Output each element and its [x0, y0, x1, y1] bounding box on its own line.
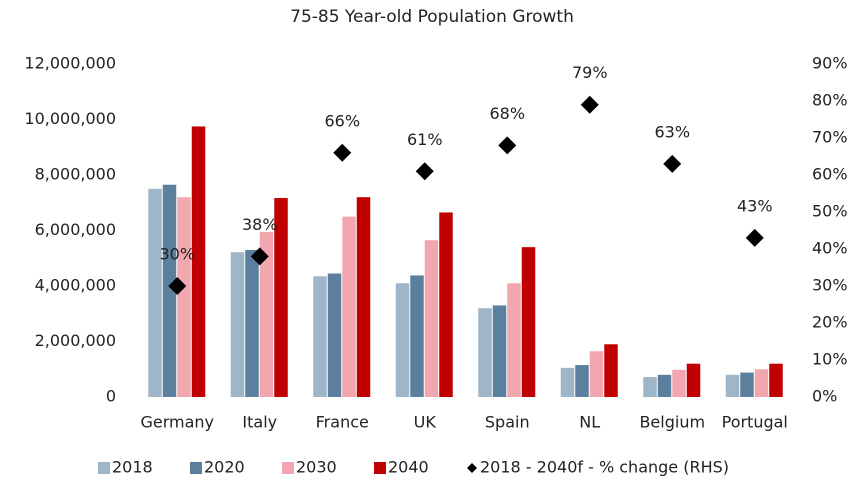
- bar: [410, 275, 424, 397]
- data-label: 66%: [324, 111, 360, 130]
- bar: [604, 344, 618, 397]
- data-label: 30%: [159, 245, 195, 264]
- bar: [356, 197, 371, 397]
- x-tick-label: NL: [579, 413, 600, 432]
- y2-tick-label: 10%: [812, 350, 848, 369]
- bar: [313, 276, 327, 397]
- data-label: 38%: [242, 215, 278, 234]
- bar: [424, 240, 439, 397]
- legend-label: 2040: [388, 458, 429, 477]
- x-tick-label: Spain: [485, 413, 530, 432]
- bar: [245, 249, 259, 397]
- bar: [395, 283, 410, 397]
- bar: [589, 351, 604, 397]
- y-tick-label: 4,000,000: [35, 276, 116, 295]
- bar: [769, 363, 783, 397]
- y-tick-label: 8,000,000: [35, 165, 116, 184]
- bar: [560, 367, 575, 397]
- y-tick-label: 2,000,000: [35, 331, 116, 350]
- y2-tick-label: 70%: [812, 128, 848, 147]
- y2-tick-label: 90%: [812, 54, 848, 73]
- bar: [342, 216, 356, 397]
- y2-tick-label: 0%: [812, 387, 837, 406]
- y-tick-label: 0: [106, 387, 116, 406]
- x-tick-label: Belgium: [639, 413, 705, 432]
- diamond-marker: [333, 143, 352, 162]
- data-label: 68%: [489, 104, 525, 123]
- bar: [507, 283, 521, 397]
- x-tick-label: France: [316, 413, 369, 432]
- bar: [643, 377, 657, 397]
- x-tick-label: Portugal: [722, 413, 788, 432]
- y-tick-label: 12,000,000: [24, 54, 116, 73]
- legend-label: 2030: [296, 458, 337, 477]
- data-label: 43%: [737, 196, 773, 215]
- bar: [274, 198, 288, 397]
- y2-tick-label: 20%: [812, 313, 848, 332]
- legend-swatch: [190, 462, 202, 474]
- x-tick-label: Italy: [242, 413, 277, 432]
- diamond-marker: [250, 247, 269, 266]
- bar: [162, 184, 177, 397]
- legend-swatch: [374, 462, 386, 474]
- bar: [327, 273, 342, 397]
- y2-tick-label: 50%: [812, 202, 848, 221]
- legend-label: 2018: [112, 458, 153, 477]
- x-tick-label: Germany: [140, 413, 214, 432]
- bar: [191, 126, 206, 397]
- bar: [177, 197, 191, 397]
- bar: [259, 231, 274, 397]
- bar: [686, 363, 701, 397]
- diamond-marker: [580, 95, 599, 114]
- bar: [575, 365, 589, 397]
- bar: [740, 372, 754, 397]
- data-label: 79%: [572, 63, 608, 82]
- diamond-marker: [168, 277, 187, 295]
- data-label: 61%: [407, 130, 443, 149]
- bar: [672, 369, 686, 397]
- y2-tick-label: 40%: [812, 239, 848, 258]
- data-label: 63%: [654, 122, 690, 141]
- legend-swatch: [98, 462, 110, 474]
- bar: [754, 369, 769, 397]
- diamond-marker: [498, 136, 517, 155]
- bar: [478, 308, 492, 397]
- bar: [230, 252, 245, 397]
- y-tick-label: 6,000,000: [35, 220, 116, 239]
- bar: [657, 374, 672, 397]
- legend-label: 2018 - 2040f - % change (RHS): [480, 458, 729, 477]
- legend-swatch: [282, 462, 294, 474]
- bar: [725, 374, 740, 397]
- y2-tick-label: 80%: [812, 91, 848, 110]
- bar: [521, 247, 536, 397]
- y2-tick-label: 30%: [812, 276, 848, 295]
- chart-title: 75-85 Year-old Population Growth: [290, 7, 574, 27]
- bar: [439, 212, 453, 397]
- y2-tick-label: 60%: [812, 165, 848, 184]
- bar: [148, 188, 162, 397]
- bar: [492, 305, 507, 397]
- y-tick-label: 10,000,000: [24, 109, 116, 128]
- diamond-marker: [663, 154, 682, 173]
- legend-marker: [467, 463, 477, 473]
- legend-label: 2020: [204, 458, 245, 477]
- diamond-marker: [745, 228, 764, 247]
- x-tick-label: UK: [414, 413, 437, 432]
- diamond-marker: [415, 162, 434, 181]
